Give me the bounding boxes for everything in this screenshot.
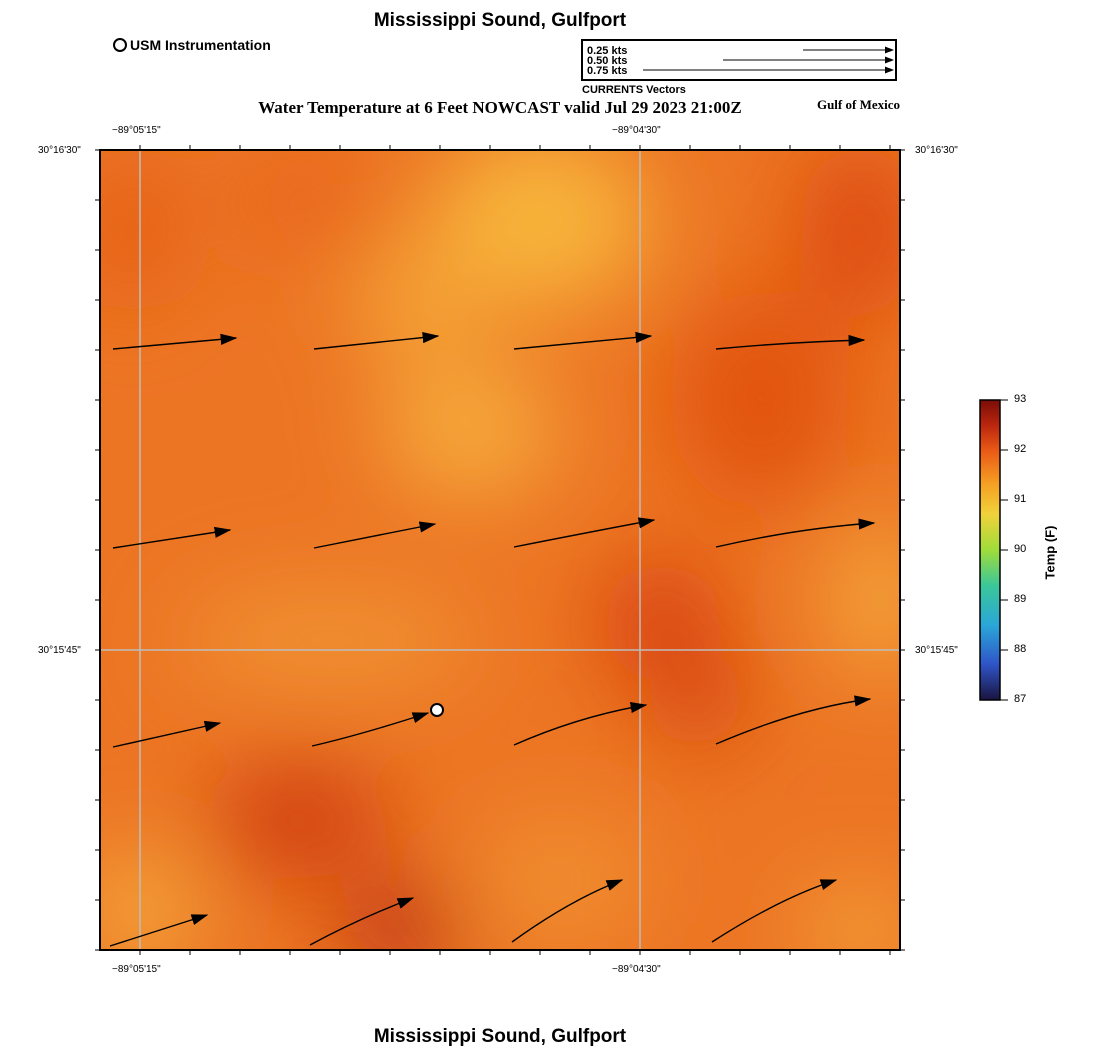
current-arrow-icon: [313, 332, 440, 350]
axis-ticks: [95, 145, 905, 955]
colorbar-tick-label: 89: [1014, 593, 1027, 605]
colorbar-title: Temp (F): [1042, 525, 1058, 580]
vector-scale-arrows: [643, 46, 894, 74]
current-arrow-icon: [715, 695, 872, 745]
map-gridlines: [100, 150, 900, 950]
usm-station-marker[interactable]: [430, 703, 444, 717]
colorbar-tick-label: 90: [1014, 543, 1027, 555]
current-arrow-icon: [511, 879, 624, 943]
colorbar: [979, 399, 1008, 701]
colorbar-tick-label: 88: [1014, 643, 1027, 655]
axis-label-left: 30°16'30": [38, 145, 81, 156]
region-label: Gulf of Mexico: [816, 97, 900, 112]
current-arrow-icon: [112, 526, 232, 549]
current-arrow-icon: [112, 720, 222, 748]
map-title: Mississippi Sound, Gulfport: [373, 10, 627, 31]
map-subtitle: Water Temperature at 6 Feet NOWCAST vali…: [258, 98, 742, 117]
axis-label-left: 30°15'45": [38, 645, 81, 656]
current-arrow-icon: [313, 521, 437, 549]
current-arrow-icon: [711, 879, 838, 943]
current-arrow-icon: [513, 331, 653, 350]
usm-legend: USM Instrumentation: [113, 37, 271, 53]
current-arrow-icon: [109, 914, 209, 947]
station-marker-icon: [113, 38, 127, 52]
current-arrow-icon: [715, 518, 876, 548]
current-arrow-icon: [513, 517, 656, 548]
axis-label-right: 30°15'45": [915, 645, 958, 656]
vector-scale-label: 0.25 kts: [587, 45, 628, 57]
current-arrow-icon: [112, 333, 238, 350]
axis-label-bottom: −89°05'15": [112, 964, 161, 975]
axis-label-top: −89°04'30": [612, 125, 661, 136]
axis-label-right: 30°16'30": [915, 145, 958, 156]
vector-scale-legend: 0.25 kts 0.50 kts 0.75 kts: [581, 39, 897, 81]
usm-legend-label: USM Instrumentation: [130, 37, 271, 53]
axis-label-top: −89°05'15": [112, 125, 161, 136]
colorbar-tick-label: 91: [1014, 493, 1027, 505]
axis-label-bottom: −89°04'30": [612, 964, 661, 975]
colorbar-tick-label: 92: [1014, 443, 1027, 455]
current-arrow-icon: [311, 712, 430, 747]
temperature-field: [100, 150, 900, 950]
current-arrow-icon: [715, 334, 866, 350]
current-vectors: [109, 331, 876, 947]
current-arrow-icon: [513, 702, 648, 746]
vector-scale-label: 0.50 kts: [587, 55, 628, 67]
colorbar-tick-label: 93: [1014, 393, 1027, 405]
current-arrow-icon: [309, 897, 415, 946]
vector-scale-label: 0.75 kts: [587, 65, 628, 77]
vectors-caption: CURRENTS Vectors: [582, 84, 686, 96]
map-footer-title: Mississippi Sound, Gulfport: [373, 1026, 627, 1047]
colorbar-tick-label: 87: [1014, 693, 1027, 705]
